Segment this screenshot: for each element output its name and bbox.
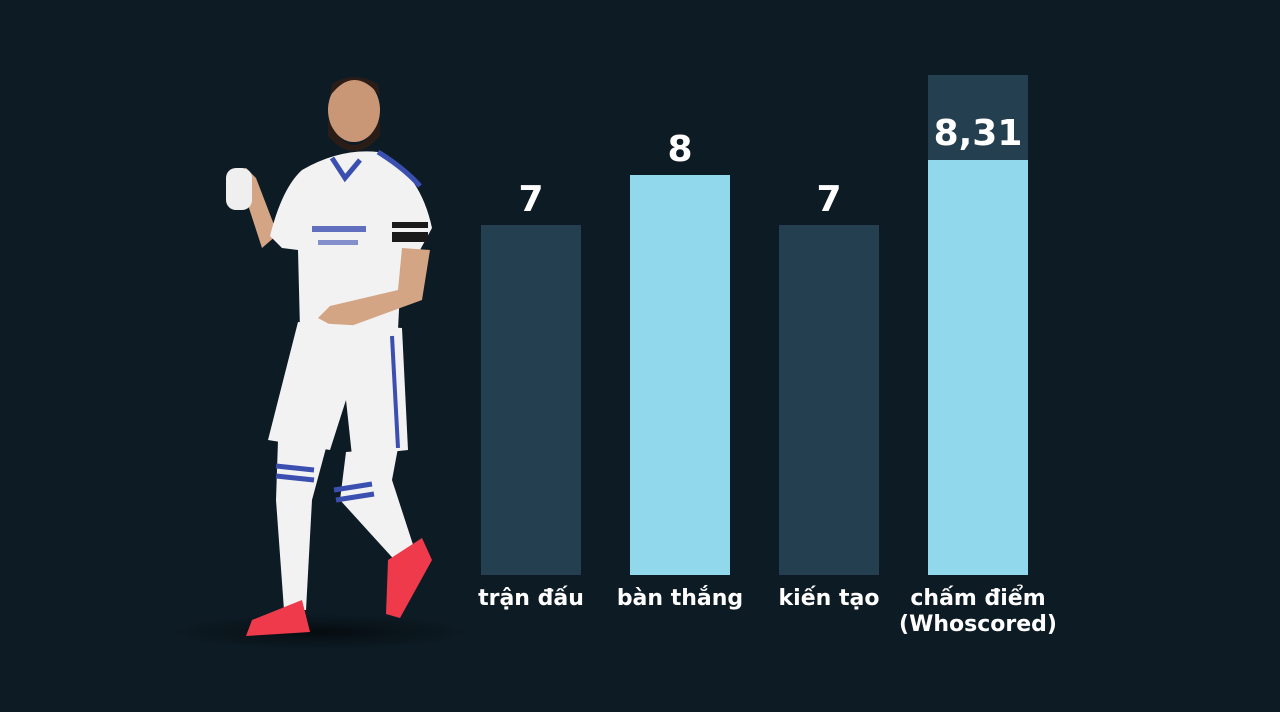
category-label: trận đấu	[478, 586, 584, 611]
bar-3	[928, 160, 1028, 575]
bar-value-label: 7	[518, 179, 544, 220]
bar-value-label: 8,31	[933, 113, 1023, 154]
bar-1	[630, 175, 730, 575]
category-label: bàn thắng	[616, 586, 744, 611]
category-label: chấm điểm (Whoscored)	[899, 586, 1057, 637]
bar-0	[481, 225, 581, 575]
bar-2	[779, 225, 879, 575]
category-label: kiến tạo	[778, 586, 880, 611]
bar-value-label: 8	[667, 129, 693, 170]
bar-value-label: 7	[816, 179, 842, 220]
